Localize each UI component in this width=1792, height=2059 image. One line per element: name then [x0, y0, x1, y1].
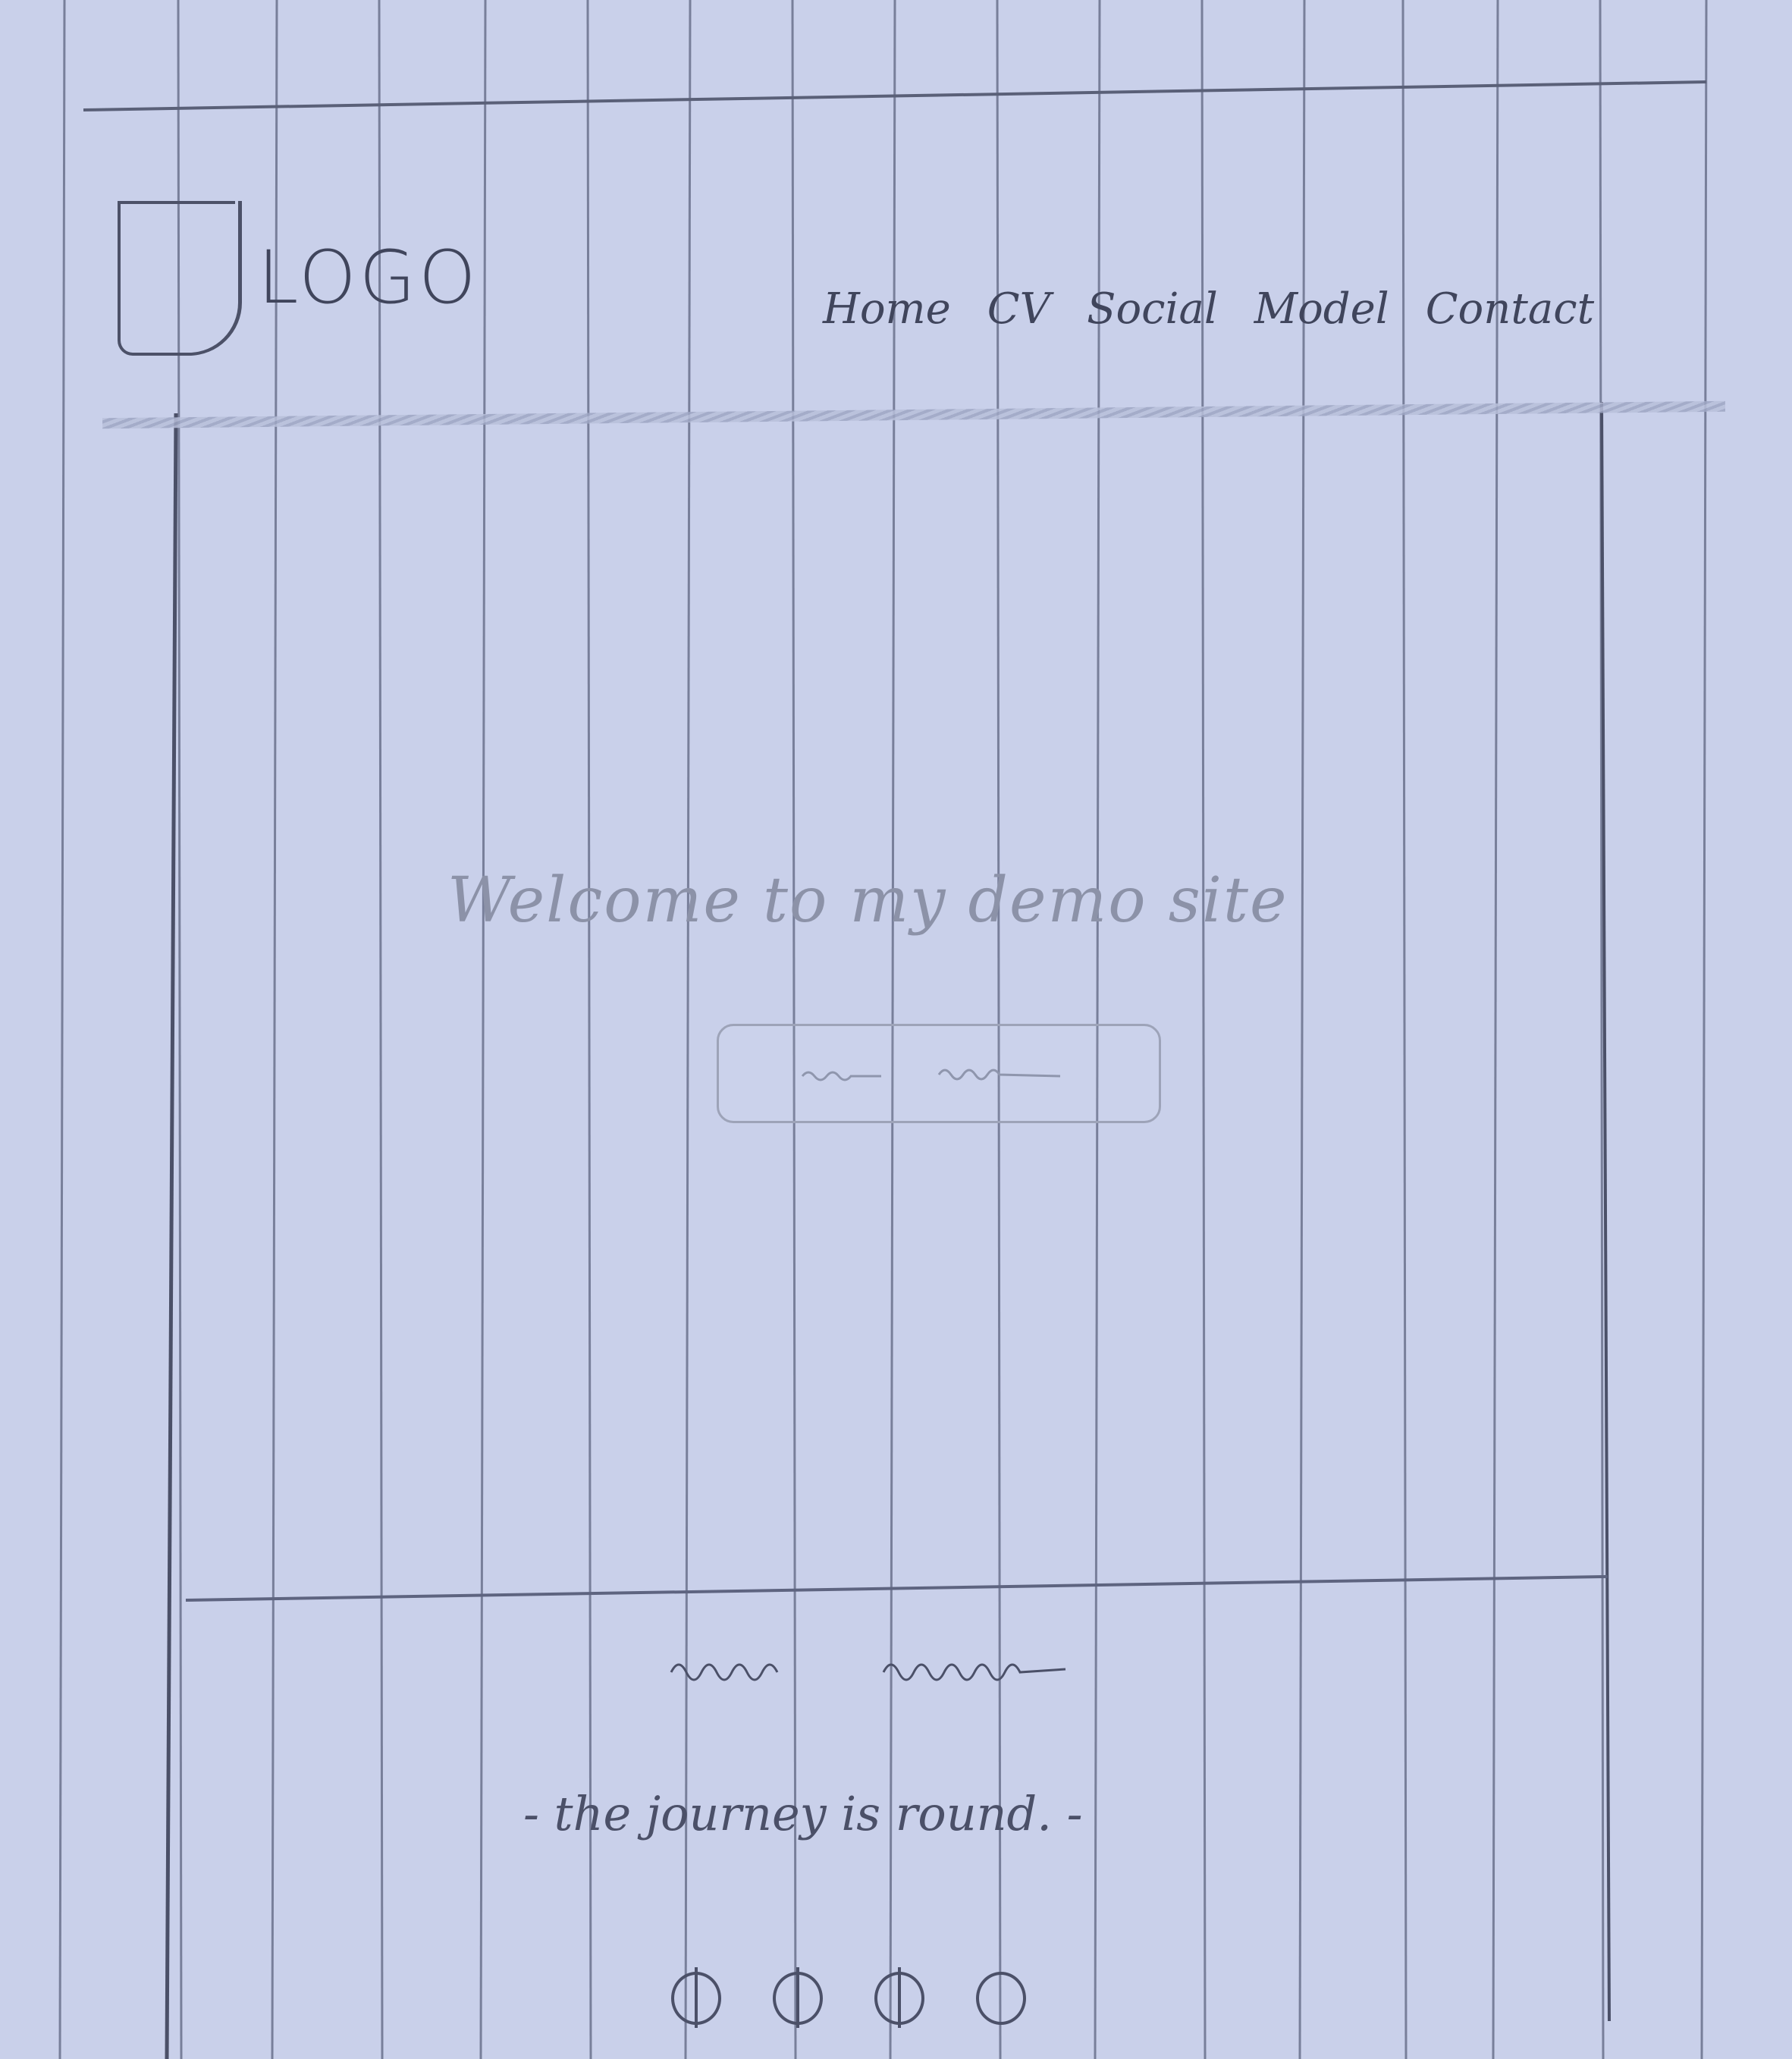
call-to-action-button[interactable]: [717, 1024, 1161, 1123]
paper-rule-line: [996, 0, 1002, 2059]
main-navigation: Home CV Social Model Contact: [823, 284, 1594, 334]
paper-rule-line: [684, 0, 692, 2059]
logo-shield-icon: [118, 201, 242, 356]
paper-rule-line: [791, 0, 797, 2059]
logo-text: LOGO: [258, 235, 479, 320]
paper-rule-line: [1298, 0, 1306, 2059]
paper-rule-line: [586, 0, 592, 2059]
nav-contact[interactable]: Contact: [1425, 284, 1595, 334]
paper-rule-line: [271, 0, 278, 2059]
page-right-border: [1600, 401, 1611, 2022]
circle-icon[interactable]: [976, 1972, 1026, 2025]
footer-link-scribble[interactable]: [880, 1649, 1077, 1687]
paper-rule-line: [1599, 0, 1605, 2059]
paper-rule-line: [889, 0, 896, 2059]
footer-links: [667, 1649, 1077, 1687]
paper-rule-line: [1700, 0, 1708, 2059]
paper-rule-line: [1492, 0, 1499, 2059]
welcome-heading: Welcome to my demo site: [447, 865, 1288, 937]
footer-tagline: - the journey is round. -: [523, 1786, 1083, 1841]
paper-rule-line: [1094, 0, 1101, 2059]
button-label-scribble: [801, 1069, 1061, 1081]
nav-cv[interactable]: CV: [987, 284, 1051, 334]
social-icons: [671, 1967, 1026, 2028]
nav-home[interactable]: Home: [823, 284, 951, 334]
circle-icon[interactable]: [773, 1967, 823, 2028]
top-border-line: [83, 80, 1707, 111]
paper-rule-line: [58, 0, 66, 2059]
nav-social[interactable]: Social: [1087, 284, 1218, 334]
paper-rule-line: [1401, 0, 1408, 2059]
circle-icon[interactable]: [671, 1967, 721, 2028]
paper-rule-line: [378, 0, 384, 2059]
circle-icon[interactable]: [874, 1967, 924, 2028]
nav-model[interactable]: Model: [1254, 284, 1389, 334]
page-left-border: [165, 413, 178, 2059]
paper-rule-line: [479, 0, 487, 2059]
paper-rule-line: [177, 0, 183, 2059]
paper-rule-line: [1200, 0, 1207, 2059]
footer-link-scribble[interactable]: [667, 1649, 796, 1687]
